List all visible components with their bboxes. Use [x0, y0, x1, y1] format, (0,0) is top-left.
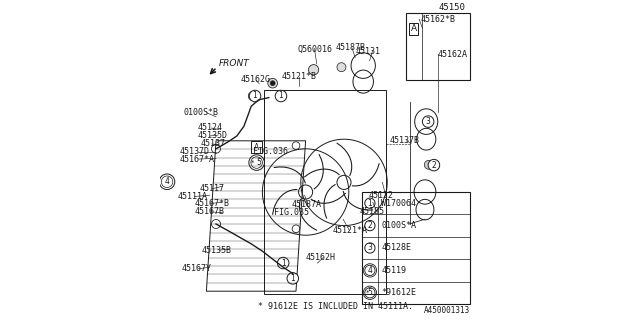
Text: 45131: 45131	[356, 47, 381, 56]
Circle shape	[250, 90, 261, 102]
Text: 3: 3	[426, 117, 431, 126]
Text: FIG.036: FIG.036	[253, 148, 288, 156]
Text: FIG.035: FIG.035	[274, 208, 308, 217]
Text: 45135D: 45135D	[198, 132, 228, 140]
Text: 5: 5	[367, 288, 372, 297]
Text: 45162H: 45162H	[306, 253, 335, 262]
Text: 45167B: 45167B	[195, 207, 225, 216]
Circle shape	[422, 116, 434, 127]
Text: 45121*A: 45121*A	[333, 226, 368, 235]
Text: 45117: 45117	[200, 184, 225, 193]
Text: 45162G: 45162G	[241, 76, 271, 84]
Circle shape	[424, 160, 433, 169]
Text: 45167*B: 45167*B	[195, 199, 230, 208]
Text: 45187A: 45187A	[291, 200, 321, 209]
Text: FRONT: FRONT	[219, 60, 250, 68]
Circle shape	[159, 174, 175, 189]
Text: 4: 4	[367, 266, 372, 275]
Circle shape	[278, 257, 289, 269]
Circle shape	[249, 155, 264, 170]
Text: 45187B: 45187B	[335, 44, 365, 52]
Text: 5: 5	[256, 158, 261, 167]
Text: 45128E: 45128E	[381, 244, 412, 252]
Text: *: *	[251, 160, 254, 165]
Text: 45167Y: 45167Y	[182, 264, 212, 273]
Text: 45137D: 45137D	[179, 148, 209, 156]
Text: 1: 1	[367, 199, 372, 208]
Bar	[406, 13, 470, 80]
Text: 45162*B: 45162*B	[420, 15, 456, 24]
Text: 2: 2	[431, 161, 436, 170]
Text: Q560016: Q560016	[298, 45, 333, 54]
Bar	[362, 192, 470, 304]
Text: 45135B: 45135B	[202, 246, 232, 255]
Circle shape	[268, 78, 278, 88]
Circle shape	[270, 81, 275, 86]
Circle shape	[161, 176, 173, 188]
Text: 45162A: 45162A	[438, 50, 468, 59]
Text: 1: 1	[291, 274, 295, 283]
Text: 45185: 45185	[360, 207, 385, 216]
Text: 2: 2	[367, 221, 372, 230]
Circle shape	[251, 157, 262, 168]
Circle shape	[308, 65, 319, 75]
Text: 45167*A: 45167*A	[179, 155, 214, 164]
Text: 45119: 45119	[381, 266, 406, 275]
Text: 45121*B: 45121*B	[282, 72, 317, 81]
Text: 1: 1	[281, 259, 285, 268]
Circle shape	[428, 159, 440, 171]
Text: *91612E: *91612E	[381, 288, 417, 297]
Text: 45137: 45137	[201, 140, 226, 148]
Bar	[264, 90, 385, 294]
Text: 0100S*B: 0100S*B	[184, 108, 219, 117]
Text: A: A	[254, 143, 259, 152]
Text: 1: 1	[253, 92, 257, 100]
Bar	[251, 141, 262, 153]
Text: 45111A: 45111A	[178, 192, 208, 201]
Text: 45124: 45124	[198, 124, 223, 132]
Text: A450001313: A450001313	[424, 306, 470, 315]
Text: 1: 1	[278, 92, 284, 100]
Text: 45122: 45122	[369, 191, 394, 200]
Circle shape	[287, 273, 298, 284]
Circle shape	[275, 90, 287, 102]
Text: * 91612E IS INCLUDED IN 45111A.: * 91612E IS INCLUDED IN 45111A.	[258, 302, 413, 311]
Text: 4: 4	[164, 177, 170, 186]
Text: 3: 3	[367, 244, 372, 252]
Text: A: A	[411, 24, 417, 33]
Text: 45137B: 45137B	[389, 136, 419, 145]
Text: 0100S*A: 0100S*A	[381, 221, 417, 230]
Circle shape	[337, 63, 346, 72]
Text: *: *	[365, 290, 369, 296]
Text: W170064: W170064	[381, 199, 417, 208]
Text: 45150: 45150	[438, 4, 465, 12]
